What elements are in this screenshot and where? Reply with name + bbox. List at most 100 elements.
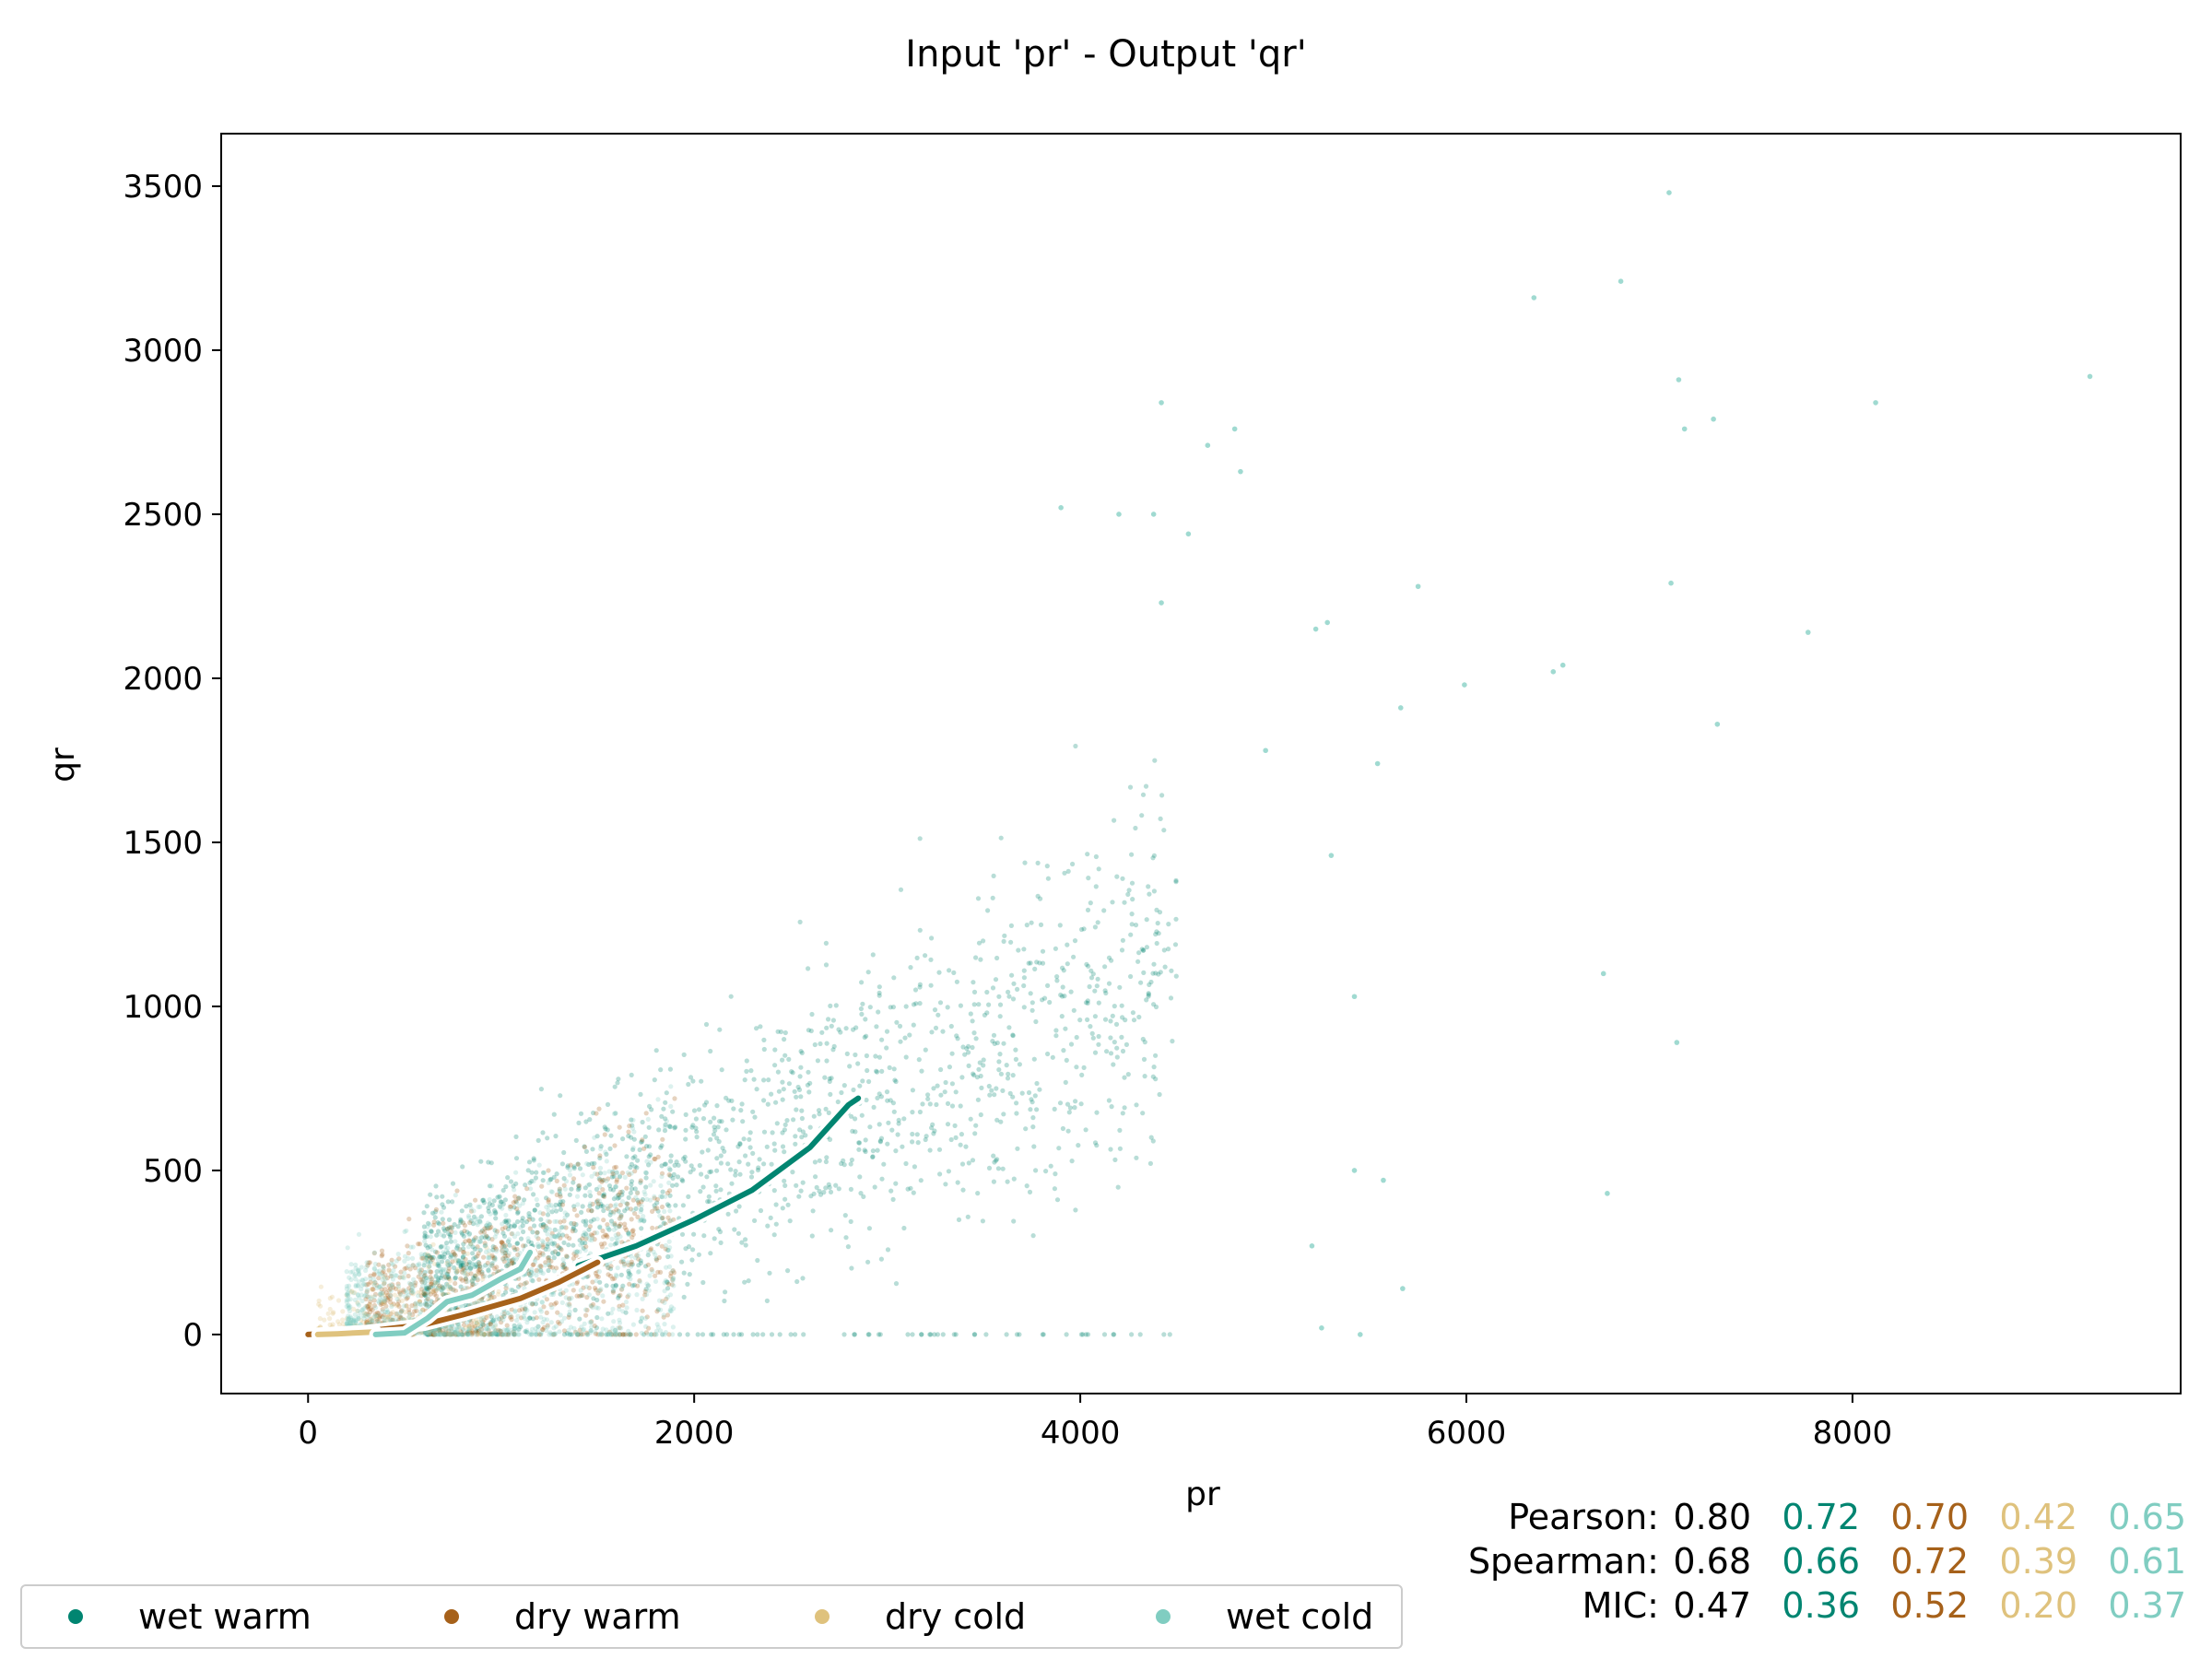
data-point (670, 1268, 676, 1274)
data-point (478, 1297, 485, 1302)
data-point (503, 1218, 509, 1223)
stat-label: MIC: (1582, 1585, 1659, 1626)
data-point (935, 1332, 941, 1337)
data-point (626, 1194, 631, 1200)
data-point (1010, 1032, 1016, 1038)
data-point (639, 1315, 644, 1321)
data-point (524, 1186, 530, 1192)
data-point (731, 1106, 736, 1112)
data-point (422, 1292, 428, 1298)
data-point (771, 1188, 777, 1194)
data-point (530, 1217, 535, 1222)
data-point (660, 1299, 665, 1304)
data-point (674, 1182, 679, 1188)
data-point (843, 1026, 849, 1031)
data-point (849, 1265, 854, 1271)
data-point (434, 1250, 440, 1255)
data-point (434, 1232, 440, 1238)
data-point (368, 1273, 373, 1278)
data-point (998, 835, 1004, 841)
data-point (1166, 922, 1171, 927)
data-point (1115, 1184, 1121, 1190)
data-point (573, 1253, 579, 1258)
data-point (971, 1002, 977, 1007)
data-point (500, 1317, 506, 1323)
data-point (512, 1332, 517, 1337)
data-point (504, 1263, 510, 1269)
data-point (611, 1209, 617, 1215)
data-point (980, 1218, 985, 1224)
data-point (974, 1075, 980, 1080)
data-point (626, 1268, 631, 1274)
data-point (431, 1222, 437, 1228)
data-point (441, 1233, 447, 1239)
data-point (992, 1092, 997, 1098)
data-point (440, 1284, 445, 1289)
data-point (806, 966, 811, 971)
data-point (994, 1157, 1000, 1162)
data-point (390, 1310, 395, 1315)
data-point (607, 1266, 614, 1272)
data-point (489, 1253, 495, 1258)
data-point (1129, 852, 1135, 857)
data-point (546, 1199, 551, 1205)
data-point (841, 1083, 847, 1088)
data-point (439, 1259, 445, 1265)
legend-marker (815, 1609, 830, 1624)
data-point (772, 1063, 778, 1068)
data-point (508, 1206, 513, 1212)
data-point (608, 1332, 615, 1337)
data-point (947, 968, 952, 973)
data-point (527, 1332, 533, 1337)
data-point (440, 1217, 445, 1222)
data-point (484, 1223, 489, 1229)
data-point (406, 1286, 412, 1291)
data-point (586, 1227, 592, 1232)
data-point (559, 1262, 566, 1268)
data-point (628, 1332, 633, 1337)
data-point (966, 1043, 971, 1049)
data-point (426, 1268, 431, 1274)
data-point (615, 1325, 620, 1331)
data-point (583, 1244, 589, 1250)
data-point (589, 1160, 594, 1167)
data-point (830, 1018, 837, 1023)
data-point (624, 1305, 629, 1311)
data-point (492, 1265, 498, 1271)
data-point (630, 1155, 636, 1160)
data-point (478, 1214, 485, 1219)
data-point (422, 1292, 428, 1298)
data-point (946, 1169, 951, 1174)
data-point (794, 1182, 799, 1188)
data-point (523, 1280, 528, 1286)
data-point (463, 1239, 468, 1244)
data-point (500, 1256, 506, 1262)
data-point (424, 1234, 429, 1240)
data-point (630, 1228, 636, 1233)
data-point (618, 1272, 624, 1277)
data-point (857, 1174, 863, 1180)
data-point (367, 1301, 372, 1307)
data-point (653, 1332, 659, 1337)
data-point (535, 1255, 540, 1261)
data-point (584, 1295, 590, 1300)
data-point (471, 1275, 477, 1280)
data-point (1015, 1146, 1020, 1151)
data-point (513, 1181, 519, 1186)
data-point (781, 1087, 786, 1092)
data-point (953, 1332, 959, 1337)
data-point (735, 1230, 742, 1236)
data-point (958, 1003, 963, 1008)
data-point (608, 1133, 614, 1138)
data-point (666, 1124, 673, 1129)
data-point (780, 1057, 785, 1063)
data-point (766, 1077, 771, 1083)
data-point (875, 1147, 880, 1153)
data-point (747, 1136, 752, 1142)
data-point (1141, 1056, 1147, 1062)
data-point (513, 1170, 519, 1175)
data-point (416, 1274, 421, 1279)
data-point (668, 1103, 674, 1109)
data-point (587, 1117, 593, 1123)
data-point (871, 1104, 877, 1110)
